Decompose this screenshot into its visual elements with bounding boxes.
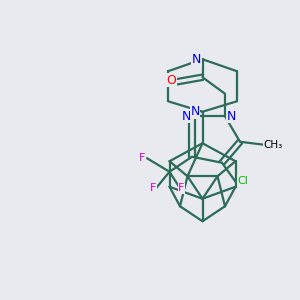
- Text: CH₃: CH₃: [263, 140, 283, 150]
- Text: F: F: [139, 153, 146, 163]
- Text: N: N: [181, 110, 191, 123]
- Text: Cl: Cl: [238, 176, 248, 186]
- Text: F: F: [178, 183, 185, 193]
- Text: N: N: [190, 105, 200, 118]
- Text: F: F: [150, 183, 156, 193]
- Text: N: N: [192, 53, 201, 66]
- Text: O: O: [166, 74, 176, 87]
- Text: N: N: [226, 110, 236, 123]
